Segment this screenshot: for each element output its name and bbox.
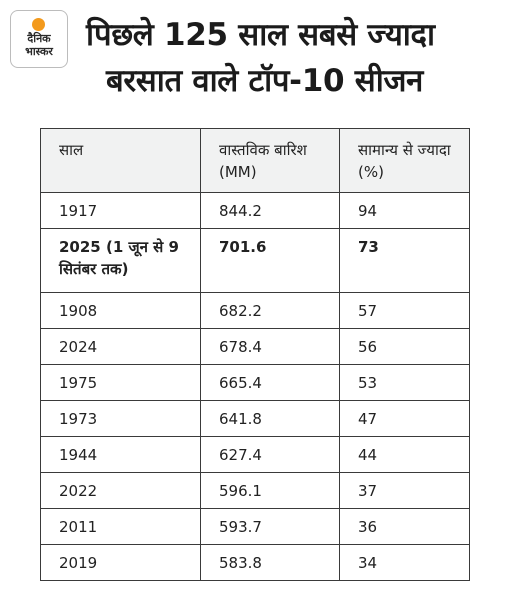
cell-year: 1944 bbox=[40, 436, 201, 473]
cell-pct: 57 bbox=[339, 292, 470, 329]
cell-pct: 37 bbox=[339, 472, 470, 509]
cell-year: 1908 bbox=[40, 292, 201, 329]
cell-year: 2025 (1 जून से 9 सितंबर तक) bbox=[40, 228, 201, 293]
dainik-bhaskar-logo: दैनिक भास्कर bbox=[10, 10, 68, 68]
cell-rain: 701.6 bbox=[200, 228, 340, 293]
cell-year: 2019 bbox=[40, 544, 201, 581]
header-actual-rain: वास्तविक बारिश (MM) bbox=[200, 128, 340, 193]
header-above-normal: सामान्य से ज्यादा (%) bbox=[339, 128, 470, 193]
cell-year: 2024 bbox=[40, 328, 201, 365]
cell-year: 2022 bbox=[40, 472, 201, 509]
rainfall-table: साल वास्तविक बारिश (MM) सामान्य से ज्याद… bbox=[40, 128, 470, 581]
table-row: 2022 596.1 37 bbox=[40, 472, 470, 509]
cell-pct: 53 bbox=[339, 364, 470, 401]
cell-pct: 47 bbox=[339, 400, 470, 437]
cell-pct: 44 bbox=[339, 436, 470, 473]
table-row: 2011 593.7 36 bbox=[40, 508, 470, 545]
header: दैनिक भास्कर पिछले 125 साल सबसे ज्यादा ब… bbox=[0, 0, 512, 112]
cell-pct: 94 bbox=[339, 192, 470, 229]
table-row: 1973 641.8 47 bbox=[40, 400, 470, 437]
cell-pct: 56 bbox=[339, 328, 470, 365]
cell-rain: 627.4 bbox=[200, 436, 340, 473]
cell-pct: 73 bbox=[339, 228, 470, 293]
page-title: पिछले 125 साल सबसे ज्यादा बरसात वाले टॉप… bbox=[86, 12, 506, 104]
table-row: 2019 583.8 34 bbox=[40, 544, 470, 581]
cell-rain: 665.4 bbox=[200, 364, 340, 401]
table-header-row: साल वास्तविक बारिश (MM) सामान्य से ज्याद… bbox=[40, 128, 470, 193]
cell-year: 2011 bbox=[40, 508, 201, 545]
header-year: साल bbox=[40, 128, 201, 193]
cell-rain: 593.7 bbox=[200, 508, 340, 545]
cell-rain: 641.8 bbox=[200, 400, 340, 437]
title-line-2: बरसात वाले टॉप-10 सीजन bbox=[106, 63, 424, 99]
cell-year: 1917 bbox=[40, 192, 201, 229]
table-row: 1975 665.4 53 bbox=[40, 364, 470, 401]
table-row: 1944 627.4 44 bbox=[40, 436, 470, 473]
cell-rain: 682.2 bbox=[200, 292, 340, 329]
sun-icon bbox=[32, 18, 45, 31]
cell-year: 1973 bbox=[40, 400, 201, 437]
cell-rain: 596.1 bbox=[200, 472, 340, 509]
table-row: 1917 844.2 94 bbox=[40, 192, 470, 229]
cell-rain: 583.8 bbox=[200, 544, 340, 581]
table-row: 1908 682.2 57 bbox=[40, 292, 470, 329]
cell-year: 1975 bbox=[40, 364, 201, 401]
table-row: 2024 678.4 56 bbox=[40, 328, 470, 365]
cell-pct: 36 bbox=[339, 508, 470, 545]
table-row-highlighted: 2025 (1 जून से 9 सितंबर तक) 701.6 73 bbox=[40, 228, 470, 293]
cell-rain: 844.2 bbox=[200, 192, 340, 229]
title-line-1: पिछले 125 साल सबसे ज्यादा bbox=[86, 17, 435, 53]
logo-text-line1: दैनिक bbox=[27, 32, 51, 45]
cell-rain: 678.4 bbox=[200, 328, 340, 365]
logo-text-line2: भास्कर bbox=[25, 45, 53, 58]
cell-pct: 34 bbox=[339, 544, 470, 581]
